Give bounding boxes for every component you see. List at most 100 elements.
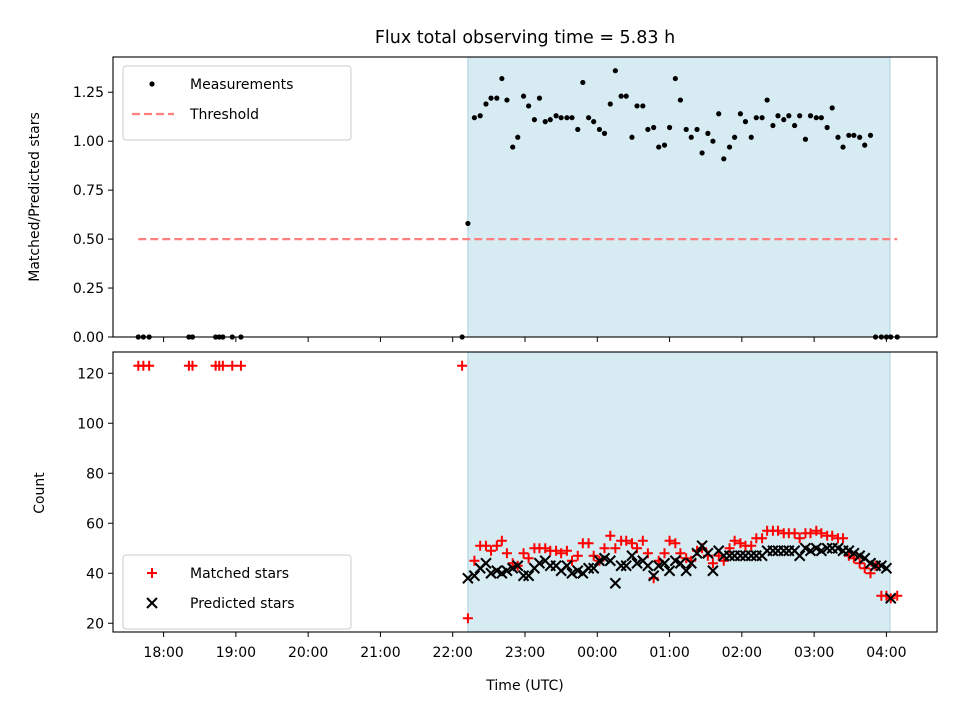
measurement-point [504, 97, 510, 103]
predicted-star-point [522, 570, 535, 582]
matched-star-point [794, 533, 805, 544]
measurement-point [840, 144, 846, 150]
matched-star-point [235, 360, 246, 371]
predicted-x-b [561, 560, 573, 572]
predicted-star-point [691, 547, 703, 559]
predicted-x-b [604, 555, 616, 567]
legend-label: Threshold [189, 107, 259, 123]
legend-predicted-marker [146, 597, 158, 609]
predicted-x-b [832, 542, 844, 554]
predicted-star-point [778, 545, 790, 557]
measurement-point [640, 103, 646, 109]
matched-star-point [827, 530, 838, 541]
matched-star-point [496, 535, 507, 546]
x-tick-label: 02:00 [722, 645, 762, 661]
predicted-star-point [723, 550, 736, 562]
matched-star-point [746, 540, 757, 551]
predicted-x-b [674, 557, 687, 569]
matched-star-point [811, 525, 822, 536]
predicted-star-point [642, 560, 654, 572]
predicted-x-b [793, 550, 806, 562]
predicted-x-b [685, 557, 697, 569]
matched-star-point [854, 558, 865, 569]
matched-star-point [486, 545, 497, 556]
predicted-x-b [522, 570, 535, 582]
matched-star-point [561, 545, 572, 556]
measurement-point [716, 111, 722, 117]
predicted-x-b [723, 550, 736, 562]
predicted-x-b [880, 562, 893, 574]
predicted-star-point [517, 570, 530, 582]
measurement-point [802, 136, 809, 142]
predicted-star-point [674, 557, 687, 569]
predicted-x-b [533, 557, 546, 569]
matched-star-point [501, 548, 512, 559]
predicted-x-b [815, 545, 828, 557]
measurement-point [797, 113, 803, 119]
predicted-x-b [637, 555, 649, 567]
matched-star-point [605, 530, 616, 541]
predicted-star-point [626, 550, 638, 562]
bottom-legend-box [122, 554, 352, 630]
measurement-point [666, 124, 673, 131]
predicted-x-b [799, 542, 812, 554]
predicted-star-point [587, 562, 600, 574]
x-axis-label: Time (UTC) [485, 678, 563, 694]
predicted-x-b [631, 557, 643, 569]
predicted-x-b [582, 562, 595, 574]
matched-star-point [816, 528, 827, 539]
predicted-x-b [653, 560, 665, 572]
measurement-point [818, 115, 824, 121]
matched-star-point [707, 558, 718, 569]
predicted-x-b [658, 557, 671, 569]
predicted-star-point [533, 557, 546, 569]
measurement-point [634, 103, 640, 109]
top-y-tick-label: 0.25 [73, 281, 104, 297]
predicted-x-b [615, 560, 627, 572]
measurement-point [558, 115, 564, 121]
measurement-point [835, 134, 841, 140]
matched-star-point [670, 538, 681, 549]
predicted-x-b [875, 560, 888, 572]
measurement-point [569, 115, 575, 121]
predicted-x-b [517, 570, 530, 582]
x-tick-label: 00:00 [577, 645, 617, 661]
top-y-tick-label: 1.00 [73, 134, 104, 150]
measurement-point [672, 75, 678, 82]
bottom-y-tick-label: 100 [77, 416, 104, 432]
measurement-point [494, 95, 500, 101]
matched-star-point [859, 563, 870, 574]
predicted-star-point [745, 550, 757, 562]
top-legend: Measurements Threshold [122, 65, 352, 141]
measurement-point [694, 126, 700, 133]
top-plot-area: 0.00 0.25 0.50 0.75 1.00 1.25 Measurements Thre… [73, 56, 938, 346]
predicted-x-b [859, 552, 871, 564]
measurement-point [591, 119, 597, 125]
matched-star-point [491, 540, 502, 551]
measurement-point [807, 113, 814, 119]
matched-star-point [518, 548, 529, 559]
predicted-x-b [734, 550, 747, 562]
predicted-star-point [767, 545, 779, 557]
measurement-point [531, 117, 537, 123]
predicted-x-b [626, 550, 638, 562]
measurement-point [867, 132, 874, 138]
predicted-x-b [550, 560, 562, 572]
predicted-star-point [609, 577, 622, 589]
matched-star-point [462, 613, 473, 624]
measurement-point [677, 97, 684, 103]
measurement-point [742, 119, 749, 125]
measurement-point [623, 93, 629, 99]
bottom-observing-span [467, 352, 891, 632]
predicted-x-b [810, 542, 822, 554]
measurement-point [710, 138, 716, 144]
measurement-point [580, 79, 586, 86]
predicted-x-b [885, 592, 897, 604]
measurement-point [564, 115, 570, 121]
measurement-point [477, 113, 483, 119]
matched-star-point [735, 538, 746, 549]
measurement-point [786, 113, 792, 119]
bottom-y-tick-label: 40 [86, 566, 104, 582]
predicted-x-b [691, 547, 703, 559]
predicted-star-point [468, 570, 481, 582]
